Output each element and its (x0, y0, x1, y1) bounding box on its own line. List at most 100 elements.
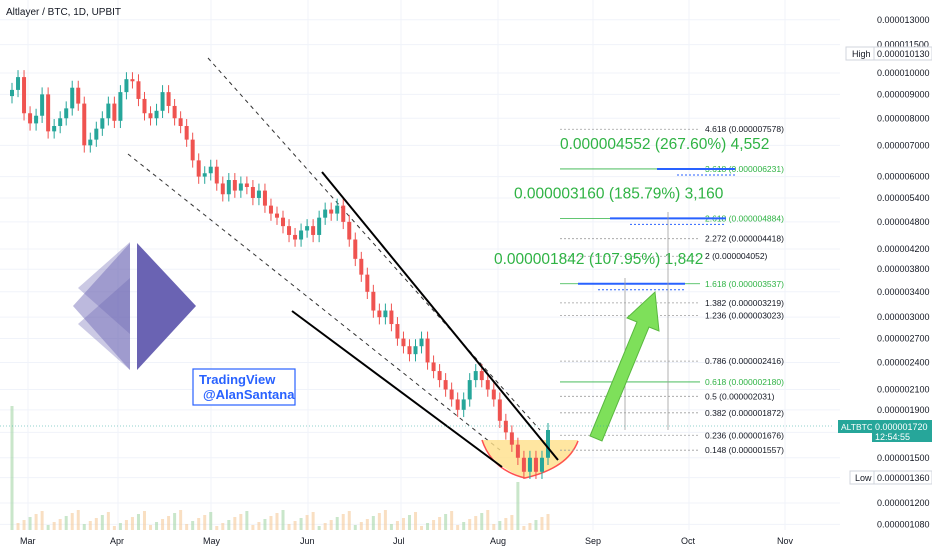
candle-body (497, 399, 502, 421)
candle-body (407, 346, 412, 355)
candle-body (431, 362, 436, 372)
candle-body (413, 346, 418, 355)
volume-bar (299, 518, 303, 530)
target-label: 0.000003160 (185.79%) 3,160 (514, 185, 724, 202)
volume-bar (534, 520, 538, 530)
volume-bar (263, 519, 267, 530)
fib-level-label: 0.382 (0.000001872) (705, 408, 784, 418)
candle-body (521, 457, 526, 472)
volume-bar (516, 482, 520, 530)
candle-body (455, 399, 460, 410)
candle-body (226, 180, 231, 195)
fib-level-label: 1.618 (0.000003537) (705, 279, 784, 289)
volume-bar (155, 522, 159, 530)
volume-bar (498, 521, 502, 530)
time-axis[interactable]: Mar Apr May Jun Jul Aug Sep Oct Nov (20, 536, 794, 546)
candle-body (166, 92, 171, 106)
candle-body (491, 389, 496, 400)
price-tick-label: 0.000002100 (877, 385, 930, 395)
volume-bar (311, 512, 315, 530)
price-tick-label: 0.000001500 (877, 453, 930, 463)
candle-body (160, 92, 165, 111)
volume-bar (70, 513, 74, 530)
candle-body (154, 110, 159, 119)
volume-bar (203, 515, 207, 530)
price-tick-label: 0.000009000 (877, 89, 930, 99)
candle-body (256, 190, 261, 198)
candle-body (473, 371, 478, 381)
low-label: Low (855, 473, 872, 483)
candle-body (274, 213, 279, 218)
candle-body (148, 113, 153, 119)
target-label: 0.000004552 (267.60%) 4,552 (560, 136, 769, 153)
volume-bar (239, 514, 243, 530)
volume-bar (432, 520, 436, 530)
targets: 0.000004552 (267.60%) 4,552 0.000003160 (… (494, 136, 769, 291)
candle-body (190, 139, 195, 161)
price-tick-label: 0.000008000 (877, 113, 930, 123)
price-tick-label: 0.000006000 (877, 172, 930, 182)
volume-bar (64, 516, 68, 530)
candle-body (232, 180, 237, 191)
candle-body (377, 310, 382, 318)
volume-bar (275, 513, 279, 530)
volume-bar (353, 525, 357, 530)
candle-body (341, 205, 346, 222)
candle-body (365, 274, 370, 292)
projection-arrow (589, 290, 660, 442)
fib-level-label: 0.618 (0.000002180) (705, 377, 784, 387)
volume-bar (456, 525, 460, 530)
candle-body (293, 234, 298, 240)
volume-bars (10, 406, 550, 530)
candle-body (503, 420, 508, 433)
fib-level-label: 3.618 (0.000006231) (705, 164, 784, 174)
volume-bar (94, 518, 98, 530)
candle-body (268, 205, 273, 214)
volume-bar (540, 517, 544, 530)
price-tick-label: 0.000005400 (877, 193, 930, 203)
candle-body (64, 108, 69, 119)
candle-body (70, 87, 75, 109)
volume-bar (209, 512, 213, 530)
volume-bar (474, 516, 478, 530)
candle-body (142, 98, 147, 114)
candle-body (196, 160, 201, 177)
volume-bar (546, 514, 550, 530)
volume-bar (395, 521, 399, 530)
candle-body (353, 239, 358, 259)
price-axis[interactable]: 0.000013000 0.000011500 0.000010000 0.00000… (840, 0, 932, 550)
volume-bar (136, 514, 140, 530)
last-price-badge: ALTBTC 0.000001720 12:54:55 (0, 420, 932, 442)
time-tick-label: Apr (110, 536, 124, 546)
high-label: High (852, 49, 871, 59)
candle-body (130, 79, 135, 82)
watermark-line1: TradingView (199, 372, 276, 387)
high-value: 0.000010130 (877, 49, 930, 59)
volume-bar (112, 526, 116, 530)
volume-bar (480, 513, 484, 530)
fib-level-label: 2 (0.000004052) (705, 251, 768, 261)
volume-bar (58, 519, 62, 530)
candle-body (10, 89, 14, 97)
volume-bar (130, 517, 134, 530)
price-tick-label: 0.000003000 (877, 312, 930, 322)
volume-bar (16, 523, 20, 530)
candle-body (202, 173, 207, 177)
volume-bar (88, 521, 92, 530)
volume-bar (371, 516, 375, 530)
candle-body (467, 380, 472, 400)
candle-body (479, 371, 484, 381)
candle-body (184, 126, 189, 140)
symbol-title: Altlayer / BTC, 1D, UPBIT (6, 7, 121, 18)
volume-bar (426, 523, 430, 530)
volume-bar (28, 517, 32, 530)
time-tick-label: Oct (681, 536, 696, 546)
high-badge: High 0.000010130 (845, 46, 932, 61)
candle-body (401, 338, 406, 347)
watermark: TradingView @AlanSantana (192, 368, 296, 406)
candle-body (546, 430, 550, 458)
volume-bar (510, 515, 514, 530)
price-tick-label: 0.000003400 (877, 287, 930, 297)
candle-body (437, 371, 442, 381)
